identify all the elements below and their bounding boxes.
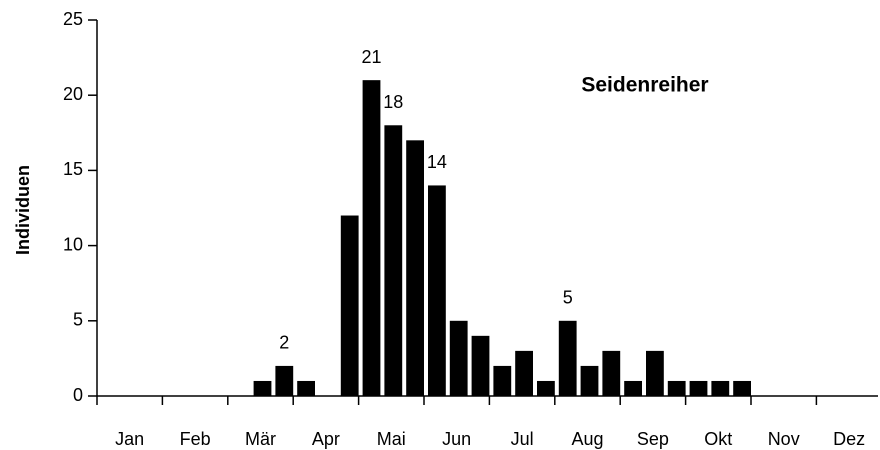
y-tick-label: 10 bbox=[63, 234, 83, 254]
bar bbox=[449, 320, 468, 396]
bar bbox=[537, 380, 555, 396]
y-tick-label: 5 bbox=[73, 310, 83, 330]
x-tick-label: Mär bbox=[245, 429, 276, 449]
bar bbox=[667, 380, 686, 396]
chart-title: Seidenreiher bbox=[581, 74, 708, 97]
value-label: 2 bbox=[279, 333, 289, 353]
bar bbox=[493, 365, 512, 396]
bar bbox=[406, 140, 424, 396]
bar bbox=[689, 380, 708, 396]
bar bbox=[733, 380, 751, 396]
bar bbox=[602, 350, 621, 396]
x-tick-label: Dez bbox=[833, 429, 865, 449]
bar bbox=[428, 185, 446, 396]
x-tick-label: Mai bbox=[377, 429, 406, 449]
bar bbox=[580, 365, 599, 396]
bar bbox=[711, 380, 730, 396]
bar bbox=[515, 350, 533, 396]
value-label: 5 bbox=[563, 288, 573, 308]
x-tick-label: Jul bbox=[511, 429, 534, 449]
y-tick-label: 15 bbox=[63, 159, 83, 179]
bar bbox=[384, 125, 403, 396]
x-tick-label: Nov bbox=[768, 429, 800, 449]
y-tick-label: 25 bbox=[63, 9, 83, 29]
x-tick-label: Okt bbox=[704, 429, 732, 449]
x-tick-label: Aug bbox=[571, 429, 603, 449]
y-tick-label: 20 bbox=[63, 84, 83, 104]
value-label: 18 bbox=[383, 92, 403, 112]
value-label: 21 bbox=[361, 47, 381, 67]
x-tick-label: Jan bbox=[115, 429, 144, 449]
bar bbox=[253, 380, 272, 396]
x-tick-label: Sep bbox=[637, 429, 669, 449]
x-tick-label: Apr bbox=[312, 429, 340, 449]
bar bbox=[340, 215, 359, 396]
y-axis-label: Individuen bbox=[13, 165, 33, 255]
bar bbox=[471, 335, 490, 396]
y-tick-label: 0 bbox=[73, 385, 83, 405]
x-tick-label: Feb bbox=[180, 429, 211, 449]
bar bbox=[297, 380, 315, 396]
bar bbox=[646, 350, 664, 396]
value-label: 14 bbox=[427, 152, 447, 172]
x-tick-label: Jun bbox=[442, 429, 471, 449]
bar bbox=[275, 365, 294, 396]
bar bbox=[624, 380, 642, 396]
bar bbox=[362, 80, 381, 396]
bar bbox=[558, 320, 577, 396]
